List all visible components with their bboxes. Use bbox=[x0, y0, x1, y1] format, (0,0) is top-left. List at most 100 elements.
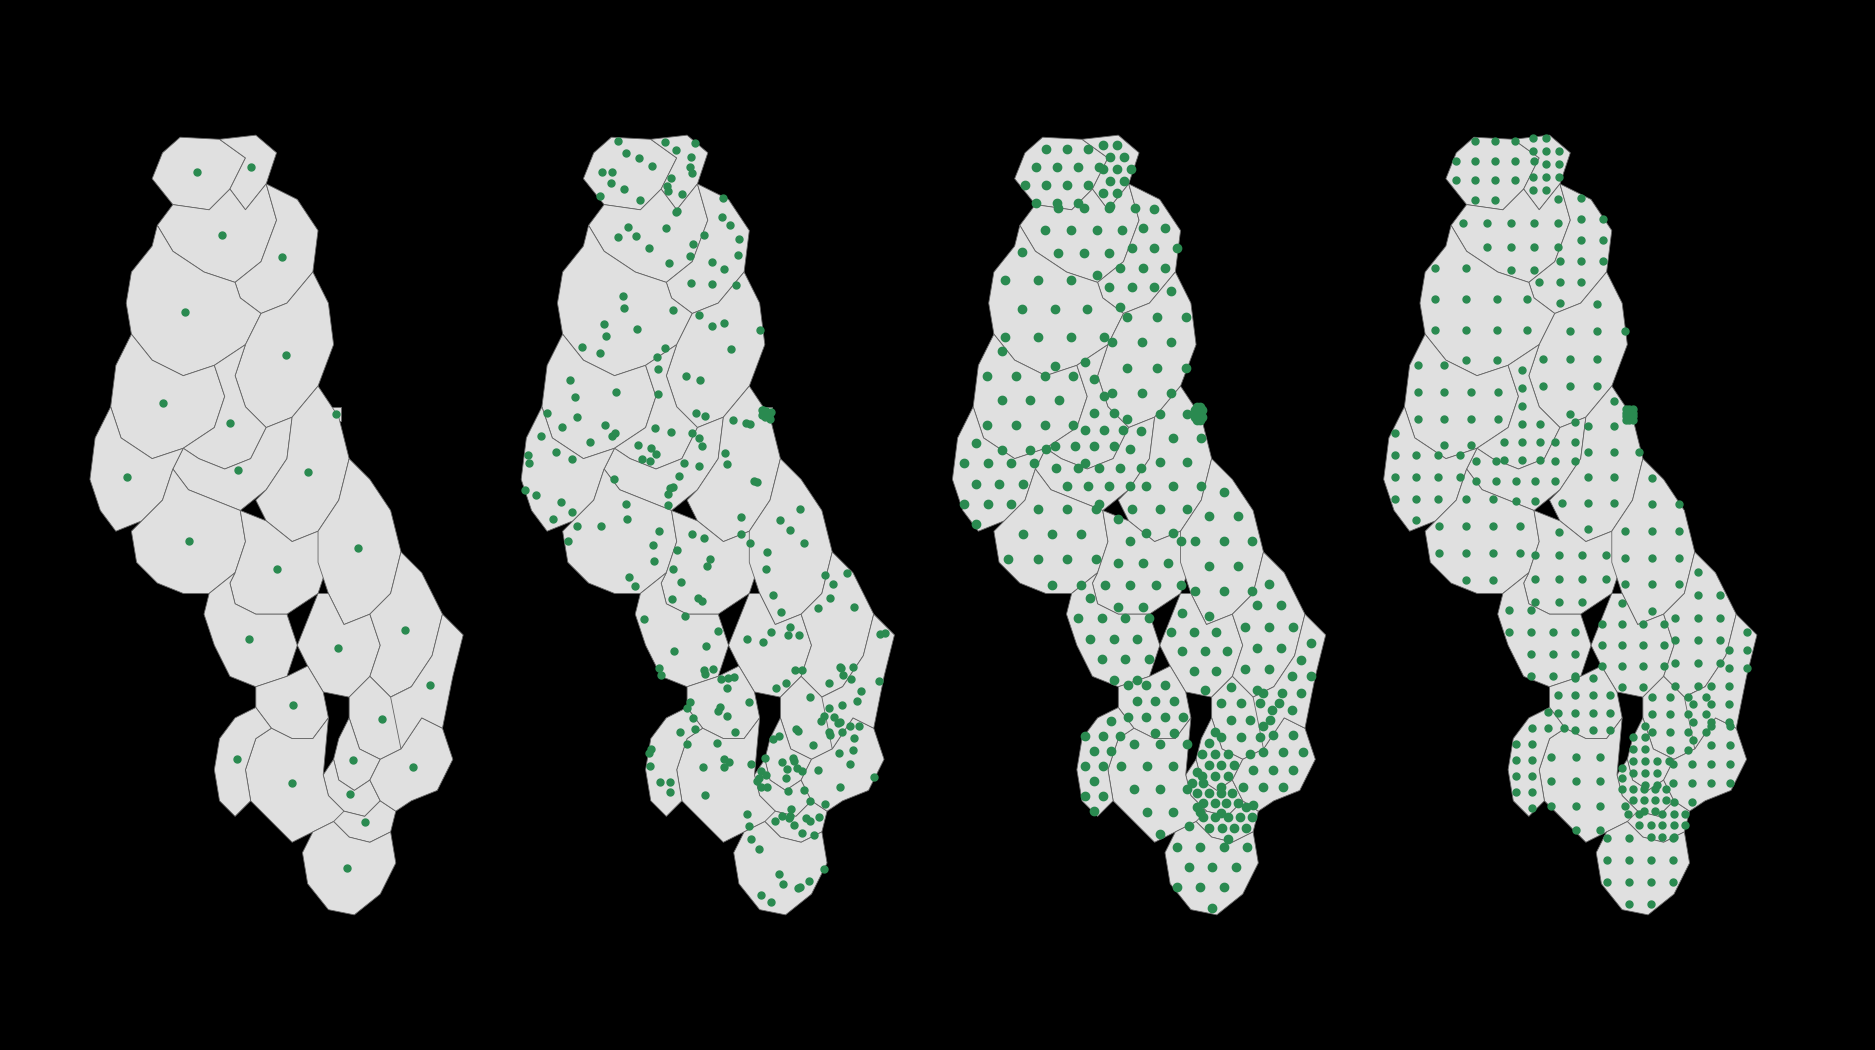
Polygon shape bbox=[302, 821, 396, 915]
Polygon shape bbox=[686, 386, 780, 542]
Polygon shape bbox=[390, 614, 463, 749]
Polygon shape bbox=[1404, 334, 1519, 459]
Polygon shape bbox=[1384, 406, 1478, 531]
Polygon shape bbox=[645, 708, 703, 816]
Polygon shape bbox=[172, 417, 292, 510]
Polygon shape bbox=[334, 718, 381, 791]
Polygon shape bbox=[111, 334, 225, 459]
Polygon shape bbox=[1181, 459, 1264, 625]
Polygon shape bbox=[1191, 801, 1258, 842]
Polygon shape bbox=[158, 184, 278, 282]
Polygon shape bbox=[1196, 718, 1243, 791]
Polygon shape bbox=[234, 184, 319, 314]
Polygon shape bbox=[246, 718, 343, 842]
Polygon shape bbox=[521, 406, 615, 531]
Polygon shape bbox=[90, 406, 184, 531]
Polygon shape bbox=[1093, 510, 1191, 614]
Polygon shape bbox=[1076, 708, 1134, 816]
Polygon shape bbox=[1451, 184, 1571, 282]
Polygon shape bbox=[1528, 272, 1628, 427]
Polygon shape bbox=[780, 676, 853, 759]
Polygon shape bbox=[583, 138, 677, 210]
Polygon shape bbox=[1185, 759, 1243, 816]
Polygon shape bbox=[666, 184, 750, 314]
Polygon shape bbox=[729, 593, 812, 697]
Polygon shape bbox=[1192, 406, 1204, 421]
Polygon shape bbox=[589, 184, 709, 282]
Polygon shape bbox=[801, 718, 885, 812]
Polygon shape bbox=[988, 226, 1123, 376]
Polygon shape bbox=[1211, 676, 1284, 759]
Polygon shape bbox=[369, 552, 442, 697]
Polygon shape bbox=[651, 135, 709, 210]
Polygon shape bbox=[952, 406, 1046, 531]
Polygon shape bbox=[1596, 821, 1689, 915]
Polygon shape bbox=[152, 138, 246, 210]
Text: C: C bbox=[949, 125, 977, 159]
Text: D: D bbox=[1380, 125, 1410, 159]
Polygon shape bbox=[1020, 184, 1140, 282]
Polygon shape bbox=[821, 614, 894, 749]
Polygon shape bbox=[604, 417, 724, 510]
Polygon shape bbox=[973, 334, 1088, 459]
Polygon shape bbox=[1616, 759, 1674, 816]
Polygon shape bbox=[754, 759, 812, 816]
Polygon shape bbox=[204, 572, 298, 687]
Polygon shape bbox=[255, 386, 349, 542]
Polygon shape bbox=[557, 226, 692, 376]
Polygon shape bbox=[1232, 552, 1305, 697]
Polygon shape bbox=[1684, 614, 1757, 749]
Polygon shape bbox=[330, 406, 341, 421]
Polygon shape bbox=[1118, 666, 1191, 738]
Polygon shape bbox=[219, 135, 278, 210]
Polygon shape bbox=[1549, 386, 1642, 542]
Polygon shape bbox=[636, 572, 729, 687]
Polygon shape bbox=[686, 666, 759, 738]
Polygon shape bbox=[1622, 801, 1689, 842]
Polygon shape bbox=[1612, 459, 1695, 625]
Polygon shape bbox=[1466, 417, 1586, 510]
Polygon shape bbox=[761, 406, 772, 421]
Polygon shape bbox=[1035, 417, 1155, 510]
Polygon shape bbox=[759, 801, 827, 842]
Polygon shape bbox=[231, 510, 328, 614]
Polygon shape bbox=[214, 708, 272, 816]
Polygon shape bbox=[1161, 593, 1243, 697]
Polygon shape bbox=[1082, 135, 1140, 210]
Polygon shape bbox=[255, 666, 328, 738]
Polygon shape bbox=[234, 272, 334, 427]
Polygon shape bbox=[1478, 344, 1560, 469]
Polygon shape bbox=[994, 469, 1108, 593]
Polygon shape bbox=[1508, 708, 1566, 816]
Polygon shape bbox=[1108, 718, 1206, 842]
Polygon shape bbox=[666, 272, 765, 427]
Polygon shape bbox=[1118, 386, 1211, 542]
Polygon shape bbox=[328, 801, 396, 842]
Polygon shape bbox=[662, 510, 759, 614]
Polygon shape bbox=[801, 552, 874, 697]
Polygon shape bbox=[322, 759, 381, 816]
Polygon shape bbox=[1628, 718, 1674, 791]
Polygon shape bbox=[1513, 135, 1571, 210]
Polygon shape bbox=[126, 226, 261, 376]
Polygon shape bbox=[1524, 510, 1622, 614]
Polygon shape bbox=[677, 718, 774, 842]
Polygon shape bbox=[750, 459, 832, 625]
Polygon shape bbox=[1498, 572, 1592, 687]
Polygon shape bbox=[1663, 552, 1736, 697]
Polygon shape bbox=[369, 718, 454, 812]
Polygon shape bbox=[1663, 718, 1748, 812]
Polygon shape bbox=[298, 593, 381, 697]
Polygon shape bbox=[1252, 614, 1326, 749]
Polygon shape bbox=[542, 334, 656, 459]
Polygon shape bbox=[733, 821, 827, 915]
Polygon shape bbox=[615, 344, 698, 469]
Polygon shape bbox=[1549, 666, 1622, 738]
Polygon shape bbox=[184, 344, 266, 469]
Polygon shape bbox=[349, 676, 422, 759]
Polygon shape bbox=[1067, 572, 1161, 687]
Polygon shape bbox=[1046, 344, 1129, 469]
Polygon shape bbox=[1539, 718, 1637, 842]
Polygon shape bbox=[131, 469, 246, 593]
Polygon shape bbox=[1446, 138, 1539, 210]
